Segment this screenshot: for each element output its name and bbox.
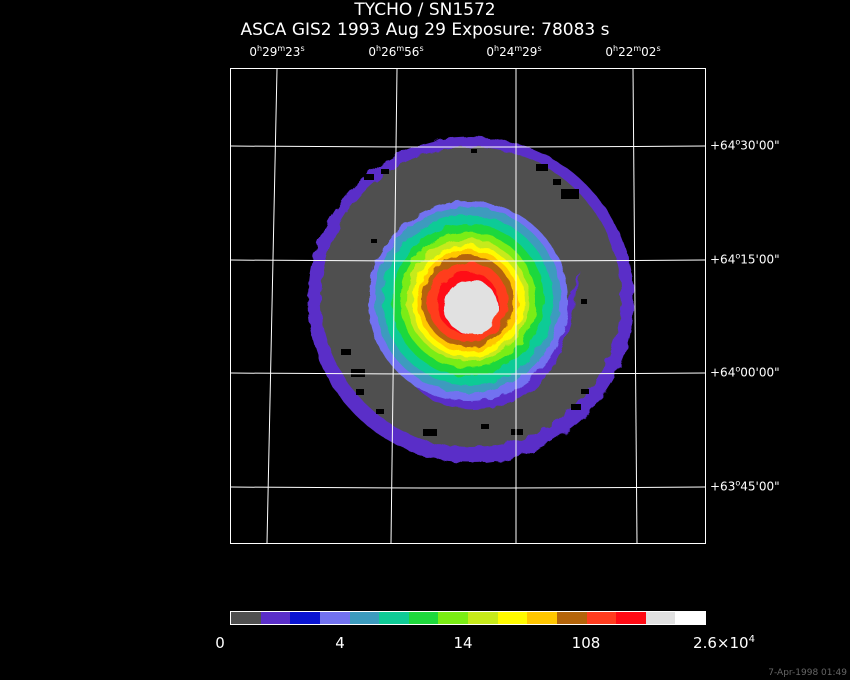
colorbar-swatch xyxy=(556,612,587,624)
ra-label-2: 0h26m56s xyxy=(368,44,424,59)
colorbar-swatch xyxy=(468,612,498,624)
colorbar-swatch xyxy=(616,612,646,624)
ra-label-1: 0h29m23s xyxy=(249,44,305,59)
dark-speckles xyxy=(341,149,589,436)
colorbar-swatch xyxy=(231,612,261,624)
ra-label-4: 0h22m02s xyxy=(605,44,661,59)
colorbar-swatch xyxy=(379,612,409,624)
image-title: TYCHO / SN1572 xyxy=(354,0,496,20)
colorbar-swatch xyxy=(438,612,468,624)
colorbar-swatch xyxy=(408,612,439,624)
colorbar-swatch xyxy=(497,612,528,624)
colorbar-label-14: 14 xyxy=(453,634,473,652)
colorbar-swatch xyxy=(586,612,617,624)
dec-label-4: +63o45'00" xyxy=(710,478,780,494)
emission-contours xyxy=(308,137,634,463)
observation-subtitle: ASCA GIS2 1993 Aug 29 Exposure: 78083 s xyxy=(240,20,610,40)
colorbar-swatch xyxy=(527,612,557,624)
dec-label-2: +64o15'00" xyxy=(710,251,780,267)
colorbar-label-max: 2.6×104 xyxy=(693,634,755,652)
colorbar-swatch xyxy=(290,612,320,624)
dec-label-1: +64o30'00" xyxy=(710,137,780,153)
xray-image-panel xyxy=(230,68,706,544)
colorbar-swatch xyxy=(675,612,705,624)
colorbar-swatch xyxy=(645,612,676,624)
colorbar-swatch xyxy=(260,612,291,624)
dec-label-3: +64o00'00" xyxy=(710,364,780,380)
colorbar-label-108: 108 xyxy=(571,634,601,652)
colorbar-swatch xyxy=(349,612,380,624)
colorbar xyxy=(230,611,706,625)
colorbar-label-0: 0 xyxy=(215,634,225,652)
colorbar-label-4: 4 xyxy=(335,634,345,652)
ra-label-3: 0h24m29s xyxy=(486,44,542,59)
colorbar-swatch xyxy=(319,612,350,624)
coordinate-grid xyxy=(231,69,705,543)
timestamp: 7-Apr-1998 01:49 xyxy=(768,668,847,678)
xray-image xyxy=(231,69,705,543)
